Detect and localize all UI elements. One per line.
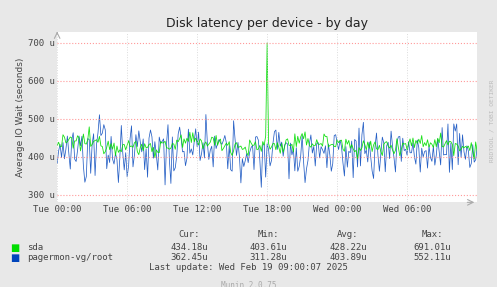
Text: RRDTOOL / TOBI OETIKER: RRDTOOL / TOBI OETIKER [489, 79, 494, 162]
Text: Last update: Wed Feb 19 09:00:07 2025: Last update: Wed Feb 19 09:00:07 2025 [149, 263, 348, 272]
Text: pagermon-vg/root: pagermon-vg/root [27, 253, 113, 262]
Text: Munin 2.0.75: Munin 2.0.75 [221, 281, 276, 287]
Text: 403.61u: 403.61u [249, 243, 287, 251]
Text: ■: ■ [10, 253, 19, 263]
Text: Min:: Min: [257, 230, 279, 239]
Text: 428.22u: 428.22u [329, 243, 367, 251]
Text: 311.28u: 311.28u [249, 253, 287, 262]
Text: ■: ■ [10, 243, 19, 253]
Text: Max:: Max: [421, 230, 443, 239]
Y-axis label: Average IO Wait (seconds): Average IO Wait (seconds) [16, 57, 25, 177]
Text: sda: sda [27, 243, 43, 251]
Text: 691.01u: 691.01u [414, 243, 451, 251]
Text: Avg:: Avg: [337, 230, 359, 239]
Text: 403.89u: 403.89u [329, 253, 367, 262]
Title: Disk latency per device - by day: Disk latency per device - by day [166, 18, 368, 30]
Text: 362.45u: 362.45u [170, 253, 208, 262]
Text: 434.18u: 434.18u [170, 243, 208, 251]
Text: Cur:: Cur: [178, 230, 200, 239]
Text: 552.11u: 552.11u [414, 253, 451, 262]
